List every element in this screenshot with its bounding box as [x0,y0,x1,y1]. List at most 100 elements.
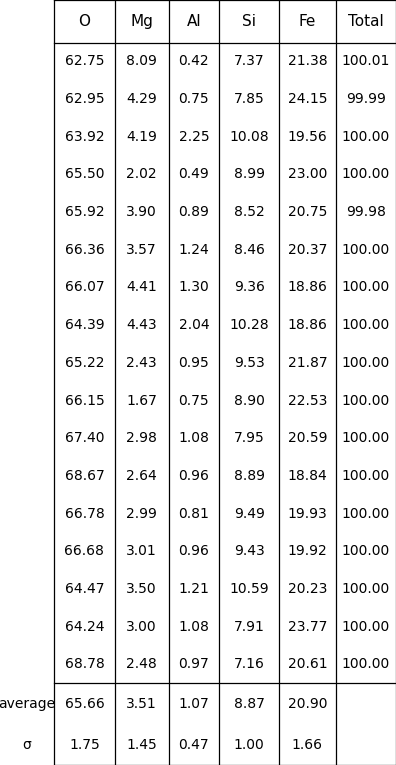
Text: 21.87: 21.87 [287,356,327,369]
Text: 8.90: 8.90 [234,393,265,408]
Text: 8.99: 8.99 [234,168,265,181]
Text: 100.00: 100.00 [342,431,390,445]
Text: 0.96: 0.96 [178,544,209,558]
Text: 19.93: 19.93 [287,506,327,520]
Text: 1.45: 1.45 [126,737,157,751]
Text: 0.81: 0.81 [178,506,209,520]
Text: 4.29: 4.29 [126,92,157,106]
Text: 4.19: 4.19 [126,130,157,144]
Text: 24.15: 24.15 [287,92,327,106]
Text: 18.84: 18.84 [287,469,327,483]
Text: 68.78: 68.78 [65,657,104,671]
Text: 19.92: 19.92 [287,544,327,558]
Text: 2.48: 2.48 [126,657,157,671]
Text: 2.25: 2.25 [179,130,209,144]
Text: 99.98: 99.98 [346,205,386,219]
Text: 1.08: 1.08 [178,620,209,633]
Text: average: average [0,697,56,711]
Text: 8.52: 8.52 [234,205,265,219]
Text: 100.00: 100.00 [342,506,390,520]
Text: 4.41: 4.41 [126,281,157,295]
Text: 9.36: 9.36 [234,281,265,295]
Text: 7.16: 7.16 [234,657,265,671]
Text: 100.00: 100.00 [342,620,390,633]
Text: O: O [78,14,90,29]
Text: 100.00: 100.00 [342,582,390,596]
Text: 8.89: 8.89 [234,469,265,483]
Text: 1.75: 1.75 [69,737,100,751]
Text: 2.04: 2.04 [179,318,209,332]
Text: 64.39: 64.39 [65,318,104,332]
Text: 1.00: 1.00 [234,737,265,751]
Text: 62.75: 62.75 [65,54,104,68]
Text: 0.75: 0.75 [179,393,209,408]
Text: Mg: Mg [130,14,153,29]
Text: 10.59: 10.59 [229,582,269,596]
Text: Fe: Fe [299,14,316,29]
Text: Si: Si [242,14,256,29]
Text: 1.66: 1.66 [292,737,323,751]
Text: 3.57: 3.57 [126,243,157,257]
Text: 66.78: 66.78 [65,506,104,520]
Text: 100.00: 100.00 [342,657,390,671]
Text: 20.37: 20.37 [288,243,327,257]
Text: 7.37: 7.37 [234,54,265,68]
Text: 64.47: 64.47 [65,582,104,596]
Text: 100.00: 100.00 [342,281,390,295]
Text: 0.95: 0.95 [179,356,209,369]
Text: 19.56: 19.56 [287,130,327,144]
Text: 2.98: 2.98 [126,431,157,445]
Text: 9.53: 9.53 [234,356,265,369]
Text: 63.92: 63.92 [65,130,104,144]
Text: 100.00: 100.00 [342,130,390,144]
Text: 0.96: 0.96 [178,469,209,483]
Text: 7.95: 7.95 [234,431,265,445]
Text: 100.00: 100.00 [342,168,390,181]
Text: 0.97: 0.97 [179,657,209,671]
Text: 65.50: 65.50 [65,168,104,181]
Text: 1.67: 1.67 [126,393,157,408]
Text: 66.36: 66.36 [65,243,104,257]
Text: 9.49: 9.49 [234,506,265,520]
Text: 2.02: 2.02 [126,168,157,181]
Text: 3.50: 3.50 [126,582,157,596]
Text: 64.24: 64.24 [65,620,104,633]
Text: σ: σ [23,737,31,751]
Text: 65.22: 65.22 [65,356,104,369]
Text: 20.61: 20.61 [287,657,327,671]
Text: 20.90: 20.90 [287,697,327,711]
Text: 3.00: 3.00 [126,620,157,633]
Text: 100.00: 100.00 [342,243,390,257]
Text: 21.38: 21.38 [287,54,327,68]
Text: 68.67: 68.67 [65,469,104,483]
Text: 62.95: 62.95 [65,92,104,106]
Text: 2.99: 2.99 [126,506,157,520]
Text: 0.75: 0.75 [179,92,209,106]
Text: 7.91: 7.91 [234,620,265,633]
Text: 100.00: 100.00 [342,318,390,332]
Text: 67.40: 67.40 [65,431,104,445]
Text: 1.07: 1.07 [179,697,209,711]
Text: 66.07: 66.07 [65,281,104,295]
Text: 65.92: 65.92 [65,205,104,219]
Text: 3.51: 3.51 [126,697,157,711]
Text: 8.09: 8.09 [126,54,157,68]
Text: 18.86: 18.86 [287,318,327,332]
Text: 3.01: 3.01 [126,544,157,558]
Text: 20.59: 20.59 [287,431,327,445]
Text: 1.08: 1.08 [178,431,209,445]
Text: 100.01: 100.01 [342,54,390,68]
Text: 10.08: 10.08 [229,130,269,144]
Text: 65.66: 65.66 [65,697,104,711]
Text: 20.23: 20.23 [288,582,327,596]
Text: 0.49: 0.49 [179,168,209,181]
Text: 4.43: 4.43 [126,318,157,332]
Text: 100.00: 100.00 [342,544,390,558]
Text: 0.89: 0.89 [178,205,209,219]
Text: 66.15: 66.15 [65,393,104,408]
Text: Al: Al [187,14,201,29]
Text: 20.75: 20.75 [288,205,327,219]
Text: 23.00: 23.00 [288,168,327,181]
Text: Total: Total [348,14,384,29]
Text: 8.46: 8.46 [234,243,265,257]
